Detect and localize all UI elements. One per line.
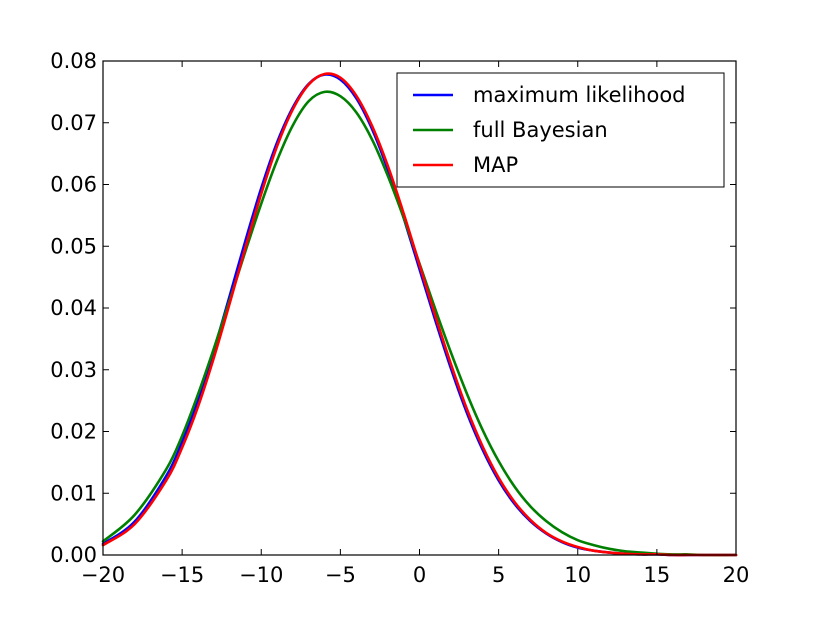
y-tick-label: 0.01	[50, 481, 97, 505]
x-tick-label: 15	[644, 563, 671, 587]
series-group	[101, 72, 738, 557]
axes-frame	[102, 60, 737, 556]
x-tick-label: −20	[81, 563, 125, 587]
x-axis-tick-labels: −20 −15 −10 −5 0 5 10 15 20	[81, 563, 750, 587]
x-tick-label: −5	[325, 563, 356, 587]
y-tick-label: 0.00	[50, 543, 97, 567]
y-tick-label: 0.02	[50, 420, 97, 444]
legend-label-maximum-likelihood: maximum likelihood	[473, 83, 686, 107]
legend-label-map: MAP	[473, 153, 518, 177]
x-tick-label: 5	[492, 563, 505, 587]
y-tick-label: 0.07	[50, 111, 97, 135]
x-tick-label: 10	[564, 563, 591, 587]
y-tick-label: 0.08	[50, 49, 97, 73]
x-tick-label: −10	[239, 563, 283, 587]
y-tick-label: 0.05	[50, 234, 97, 258]
y-axis-tick-labels: 0.00 0.01 0.02 0.03 0.04 0.05 0.06 0.07 0.08	[50, 49, 97, 567]
x-tick-label: −15	[160, 563, 204, 587]
x-tick-label: 20	[723, 563, 750, 587]
y-tick-label: 0.06	[50, 173, 97, 197]
x-tick-label: 0	[413, 563, 426, 587]
series-line-map	[101, 72, 738, 557]
y-tick-label: 0.03	[50, 358, 97, 382]
y-tick-label: 0.04	[50, 296, 97, 320]
legend-label-full-bayesian: full Bayesian	[473, 118, 608, 142]
legend: maximum likelihood full Bayesian MAP	[396, 72, 725, 188]
